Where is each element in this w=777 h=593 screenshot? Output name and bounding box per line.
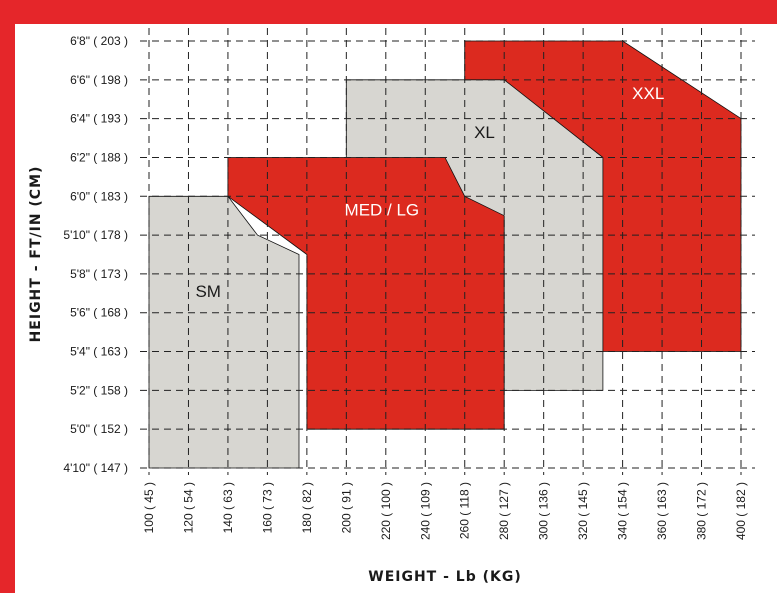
region-sm: [148, 195, 300, 469]
region-label-xl: XL: [474, 123, 495, 142]
x-tick-label: 120 ( 54 ): [181, 482, 195, 533]
y-axis-title: HEIGHT - FT/IN (CM): [28, 166, 44, 343]
y-tick-label: 5'4" ( 163 ): [70, 345, 128, 359]
y-tick-label: 5'10" ( 178 ): [63, 228, 128, 242]
y-tick-label: 6'6" ( 198 ): [70, 73, 128, 87]
x-tick-label: 180 ( 82 ): [300, 482, 314, 533]
x-tick-label: 280 ( 127 ): [497, 482, 511, 540]
x-tick-label: 380 ( 172 ): [695, 482, 709, 540]
y-tick-label: 5'2" ( 158 ): [70, 383, 128, 397]
y-tick-label: 5'8" ( 173 ): [70, 267, 128, 281]
x-tick-label: 140 ( 63 ): [221, 482, 235, 533]
region-label-med-lg: MED / LG: [345, 201, 420, 220]
x-axis-title: WEIGHT - Lb (KG): [368, 569, 521, 585]
x-tick-label: 240 ( 109 ): [418, 482, 432, 540]
x-tick-label: 320 ( 145 ): [576, 482, 590, 540]
x-tick-label: 100 ( 45 ): [142, 482, 156, 533]
x-tick-labels: 100 ( 45 ) 120 ( 54 ) 140 ( 63 ) 160 ( 73 )…: [142, 482, 748, 540]
y-tick-label: 6'8" ( 203 ): [70, 34, 128, 48]
x-tick-label: 200 ( 91 ): [339, 482, 353, 533]
x-tick-label: 400 ( 182 ): [734, 482, 748, 540]
y-tick-label: 4'10" ( 147 ): [63, 461, 128, 475]
y-tick-label: 5'6" ( 168 ): [70, 306, 128, 320]
y-tick-label: 6'4" ( 193 ): [70, 112, 128, 126]
x-tick-label: 360 ( 163 ): [655, 482, 669, 540]
top-border: [0, 0, 777, 24]
left-border: [0, 0, 15, 593]
y-tick-label: 6'0" ( 183 ): [70, 189, 128, 203]
x-tick-label: 340 ( 154 ): [616, 482, 630, 540]
size-region-labels: XXL XL MED / LG SM: [195, 84, 664, 301]
size-regions: [148, 40, 742, 469]
x-tick-label: 220 ( 100 ): [379, 482, 393, 540]
y-tick-labels: 4'10" ( 147 ) 5'0" ( 152 ) 5'2" ( 158 ) 5'4…: [63, 34, 128, 475]
grid-lines: [140, 28, 755, 475]
region-label-xxl: XXL: [632, 84, 664, 103]
region-label-sm: SM: [195, 282, 221, 301]
x-tick-label: 300 ( 136 ): [537, 482, 551, 540]
x-tick-label: 260 ( 118 ): [458, 482, 472, 539]
y-tick-label: 5'0" ( 152 ): [70, 422, 128, 436]
x-tick-label: 160 ( 73 ): [260, 482, 274, 533]
y-tick-label: 6'2" ( 188 ): [70, 150, 128, 164]
